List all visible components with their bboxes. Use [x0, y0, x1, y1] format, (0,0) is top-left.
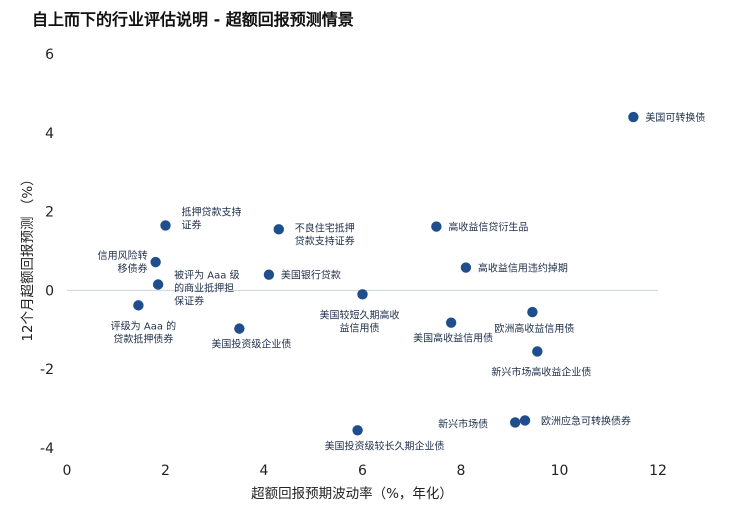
data-point-label-line: 证券 — [182, 218, 202, 231]
data-point-label: 美国银行贷款 — [281, 269, 341, 282]
data-point — [445, 317, 457, 328]
x-axis-label: 超额回报预期波动率（%，年化） — [251, 485, 453, 502]
x-tick-label: 12 — [649, 463, 667, 479]
y-tick-label: 6 — [45, 47, 54, 63]
x-tick-label: 4 — [260, 463, 269, 479]
chart-title: 自上而下的行业评估说明 - 超额回报预测情景 — [32, 10, 354, 29]
data-point-label-line: 美国可转换债 — [645, 111, 705, 124]
data-point-label: 美国可转换债 — [645, 111, 705, 124]
data-point-label: 被评为 Aaa 级的商业抵押担保证券 — [174, 268, 239, 307]
data-point-label: 不良住宅抵押贷款支持证券 — [295, 221, 355, 247]
data-point-label-line: 欧洲应急可转换债券 — [541, 414, 631, 427]
data-point — [263, 269, 275, 280]
data-point-label-line: 贷款支持证券 — [295, 234, 355, 247]
data-point-label-line: 抵押贷款支持 — [182, 205, 242, 218]
y-tick-label: 2 — [45, 205, 54, 221]
data-point-label-line: 高收益信贷衍生品 — [448, 221, 528, 234]
data-point-label-line: 不良住宅抵押 — [295, 221, 355, 234]
data-point-label-line: 移债券 — [118, 262, 148, 275]
data-points — [133, 111, 639, 436]
data-point-label: 美国高收益信用债 — [413, 332, 493, 345]
y-tick-label: -4 — [40, 441, 54, 457]
data-point-label: 信用风险转移债券 — [98, 249, 148, 275]
data-point-label-line: 新兴市场高收益企业债 — [491, 365, 591, 378]
y-tick-labels: 6 4 2 0 -2 -4 — [40, 47, 54, 457]
data-point-label-line: 保证券 — [174, 294, 204, 307]
data-point — [152, 279, 164, 290]
data-point-label-line: 信用风险转 — [98, 249, 148, 262]
data-point — [150, 256, 161, 268]
data-point — [532, 346, 543, 357]
data-point-label: 高收益信贷衍生品 — [448, 221, 528, 234]
data-point — [527, 306, 538, 318]
data-point-label: 抵押贷款支持证券 — [182, 205, 242, 231]
data-point-label-line: 美国较短久期高收 — [320, 308, 400, 321]
data-point-label-line: 美国投资级较长久期企业债 — [325, 439, 445, 452]
data-point-label: 高收益信用违约掉期 — [478, 262, 568, 275]
x-tick-label: 6 — [358, 463, 367, 479]
y-tick-label: 0 — [45, 283, 54, 299]
data-point-label: 新兴市场债 — [438, 417, 488, 430]
data-point — [357, 289, 368, 300]
x-tick-label: 0 — [63, 463, 72, 479]
data-point-label-line: 美国银行贷款 — [281, 269, 341, 282]
y-tick-label: -2 — [40, 362, 54, 378]
data-point — [509, 417, 521, 428]
data-point-label-line: 被评为 Aaa 级 — [174, 268, 239, 281]
y-axis-label: 12个月超额回报预测 （%） — [20, 172, 36, 341]
data-point-label-line: 美国投资级企业债 — [211, 338, 291, 351]
data-point-label: 欧洲高收益信用债 — [494, 322, 574, 335]
data-point-label: 美国投资级企业债 — [211, 338, 291, 351]
data-point — [352, 425, 363, 436]
data-point-label: 美国投资级较长久期企业债 — [325, 439, 445, 452]
data-point-label-line: 美国高收益信用债 — [413, 332, 493, 345]
data-point-label-line: 贷款抵押债券 — [113, 332, 173, 345]
data-point-label-line: 评级为 Aaa 的 — [111, 319, 176, 332]
data-point-label-line: 的商业抵押担 — [174, 281, 234, 294]
data-point-label: 美国较短久期高收益信用债 — [320, 308, 400, 334]
data-point — [431, 221, 442, 232]
data-point-label-line: 高收益信用违约掉期 — [478, 262, 568, 275]
data-point — [160, 220, 171, 231]
data-point-label-line: 欧洲高收益信用债 — [494, 322, 574, 335]
x-tick-label: 8 — [457, 463, 466, 479]
y-tick-label: 4 — [45, 126, 54, 142]
data-point — [133, 300, 144, 311]
data-point — [234, 323, 245, 334]
data-point — [273, 224, 284, 235]
data-point — [519, 415, 531, 426]
data-point-label-line: 新兴市场债 — [438, 417, 488, 430]
data-point-label: 评级为 Aaa 的贷款抵押债券 — [111, 319, 176, 345]
data-point-label: 欧洲应急可转换债券 — [541, 414, 631, 427]
data-point — [460, 262, 472, 273]
x-tick-label: 2 — [161, 463, 170, 479]
data-point-label: 新兴市场高收益企业债 — [491, 365, 591, 378]
x-tick-labels: 0 2 4 6 8 10 12 — [63, 463, 667, 479]
data-point-label-line: 益信用债 — [340, 321, 380, 334]
x-tick-label: 10 — [551, 463, 569, 479]
data-point — [628, 111, 639, 123]
